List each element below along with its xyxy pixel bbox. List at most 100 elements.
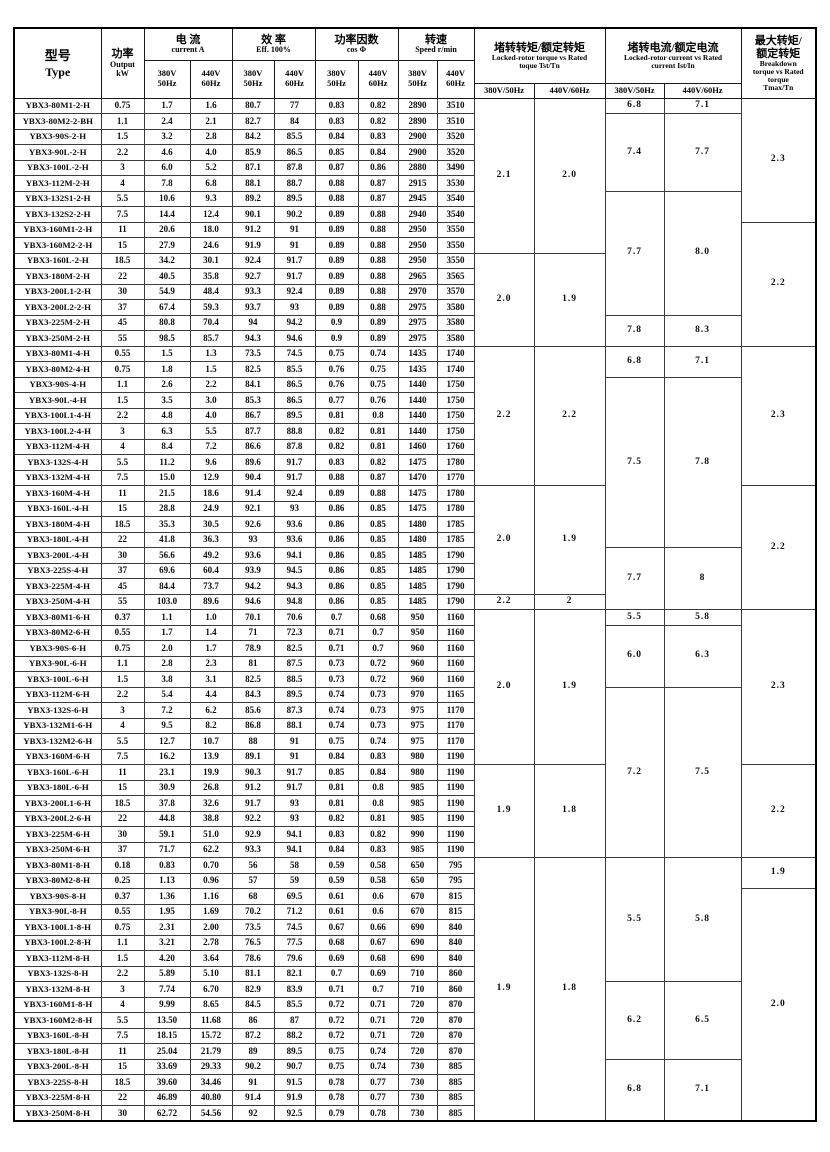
speed-440-cell: 1160	[436, 609, 475, 626]
spec-row: YBX3-132S1-2-H 5.5 10.6 9.3 89.2 89.5 0.88 0.87…	[13, 190, 816, 316]
speed-380-cell: 2975	[397, 299, 438, 316]
eff-440-cell: 82.1	[273, 965, 316, 982]
spec-row: YBX3-225M-2-H 45 80.8 70.4 94 94.2 0.9 0.89 2975…	[13, 314, 816, 347]
cos-440-cell: 0.76	[357, 392, 399, 409]
tst440-ratio-cell: 2	[533, 593, 606, 610]
current-380-cell: 27.9	[143, 237, 191, 254]
speed-440-cell: 870	[436, 996, 475, 1013]
eff-440-cell: 94.3	[273, 578, 316, 595]
cos-440-cell: 0.6	[357, 903, 399, 920]
cos-380-cell: 0.86	[314, 531, 359, 548]
spec-row: YBX3-200L1-2-H 30 54.9 48.4 93.3 92.4 0.89 0.88…	[13, 283, 816, 300]
current-440-cell: 4.0	[189, 144, 233, 161]
cos-380-cell: 0.88	[314, 175, 359, 192]
eff-440-cell: 88.5	[273, 671, 316, 688]
eff-440-cell: 85.5	[273, 996, 316, 1013]
type-cell: YBX3-90S-8-H	[13, 888, 102, 905]
speed-440-cell: 1750	[436, 407, 475, 424]
cos-380-cell: 0.89	[314, 252, 359, 269]
power-cell: 30	[100, 547, 145, 564]
type-cell: YBX3-80M2-2-BH	[13, 113, 102, 130]
cos-380-cell: 0.61	[314, 903, 359, 920]
current-380-cell: 4.8	[143, 407, 191, 424]
cos-440-cell: 0.7	[357, 981, 399, 998]
current-440-cell: 8.65	[189, 996, 233, 1013]
speed-440-cell: 1160	[436, 640, 475, 657]
speed-380-cell: 2970	[397, 283, 438, 300]
cos-440-cell: 0.8	[357, 407, 399, 424]
current-380-cell: 35.3	[143, 516, 191, 533]
eff-440-cell: 71.2	[273, 903, 316, 920]
type-cell: YBX3-132S-4-H	[13, 454, 102, 471]
eff-380-cell: 81	[231, 655, 275, 672]
speed-440-cell: 885	[436, 1074, 475, 1091]
cos-380-cell: 0.74	[314, 702, 359, 719]
current-440-cell: 30.5	[189, 516, 233, 533]
current-380-cell: 25.04	[143, 1043, 191, 1060]
current-380-cell: 10.6	[143, 190, 191, 207]
eff-440-cell: 94.1	[273, 826, 316, 843]
power-cell: 0.75	[100, 919, 145, 936]
cos-440-cell: 0.85	[357, 593, 399, 610]
power-cell: 37	[100, 562, 145, 579]
current-440-cell: 7.2	[189, 438, 233, 455]
eff-380-cell: 78.6	[231, 950, 275, 967]
spec-row: YBX3-112M-2-H 4 7.8 6.8 88.1 88.7 0.88 0.87 2915…	[13, 175, 816, 192]
cos-380-cell: 0.86	[314, 500, 359, 517]
type-cell: YBX3-200L-8-H	[13, 1058, 102, 1075]
eff-440-cell: 91	[273, 733, 316, 750]
eff-380-cell: 78.9	[231, 640, 275, 657]
current-380-cell: 1.13	[143, 872, 191, 889]
type-cell: YBX3-90L-6-H	[13, 655, 102, 672]
eff-380-cell: 88.1	[231, 175, 275, 192]
current-440-cell: 24.6	[189, 237, 233, 254]
cos-440-cell: 0.84	[357, 764, 399, 781]
type-cell: YBX3-225M-8-H	[13, 1089, 102, 1106]
current-440-cell: 4.0	[189, 407, 233, 424]
power-cell: 7.5	[100, 206, 145, 223]
type-cell: YBX3-90L-2-H	[13, 144, 102, 161]
spec-row: YBX3-80M2-2-BH 1.1 2.4 2.1 82.7 84 0.83 0.82 289…	[13, 113, 816, 192]
speed-440-cell: 840	[436, 950, 475, 967]
cos-440-cell: 0.88	[357, 237, 399, 254]
tst380-ratio-cell: 2.0	[473, 485, 535, 595]
subheader-speed-380v: 380V 50Hz	[397, 59, 438, 99]
type-cell: YBX3-132S-6-H	[13, 702, 102, 719]
speed-440-cell: 1785	[436, 531, 475, 548]
speed-380-cell: 1435	[397, 361, 438, 378]
type-header-zh: 型号	[44, 47, 71, 63]
current-440-cell: 35.8	[189, 268, 233, 285]
cos-380-cell: 0.9	[314, 314, 359, 331]
speed-380-cell: 670	[397, 903, 438, 920]
type-cell: YBX3-112M-6-H	[13, 686, 102, 703]
tmax-ratio-cell: 2.2	[740, 485, 817, 610]
current-380-cell: 103.0	[143, 593, 191, 610]
cos-440-cell: 0.83	[357, 841, 399, 858]
speed-440-cell: 885	[436, 1089, 475, 1106]
speed-440-cell: 3580	[436, 314, 475, 331]
cos-380-cell: 0.84	[314, 748, 359, 765]
speed-440-cell: 1170	[436, 702, 475, 719]
eff-380-cell: 91.2	[231, 779, 275, 796]
tst440-ratio-cell: 2.0	[533, 97, 606, 254]
current-440-cell: 19.9	[189, 764, 233, 781]
type-cell: YBX3-160L-4-H	[13, 500, 102, 517]
current-440-cell: 18.0	[189, 221, 233, 238]
ist380-ratio-cell: 6.0	[604, 624, 665, 688]
current-380-cell: 7.8	[143, 175, 191, 192]
power-cell: 0.75	[100, 97, 145, 114]
current-440-cell: 2.1	[189, 113, 233, 130]
eff-380-cell: 93.6	[231, 547, 275, 564]
speed-440-cell: 1790	[436, 562, 475, 579]
power-cell: 1.1	[100, 934, 145, 951]
cos-380-cell: 0.83	[314, 826, 359, 843]
eff-380-cell: 92.2	[231, 810, 275, 827]
cos-440-cell: 0.75	[357, 361, 399, 378]
spec-row: YBX3-90L-8-H 0.55 1.95 1.69 70.2 71.2 0.61 0.6 6…	[13, 903, 816, 920]
eff-380-cell: 92.6	[231, 516, 275, 533]
cos-380-cell: 0.84	[314, 841, 359, 858]
eff-440-cell: 91.5	[273, 1074, 316, 1091]
eff-440-cell: 94.8	[273, 593, 316, 610]
spec-row: YBX3-100L-6-H 1.5 3.8 3.1 82.5 88.5 0.73 0.72 96…	[13, 671, 816, 688]
power-cell: 0.55	[100, 345, 145, 362]
